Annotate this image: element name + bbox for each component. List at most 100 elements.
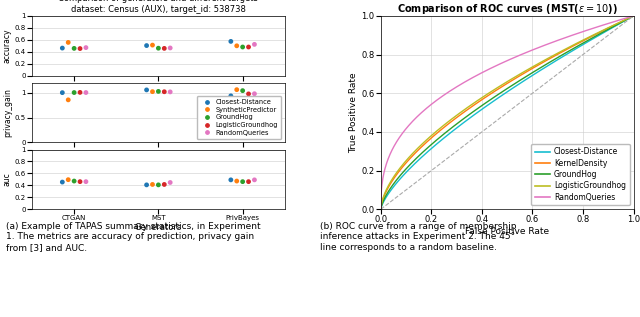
Line: LogisticGroundhog: LogisticGroundhog: [381, 16, 634, 209]
Point: [147, 182, 157, 187]
Line: KernelDensity: KernelDensity: [381, 16, 634, 209]
Point: [147, 89, 157, 94]
Point: [81, 90, 91, 95]
Point: [69, 178, 79, 184]
Point: [250, 91, 260, 96]
GroundHog: [377, 207, 385, 211]
Point: [75, 179, 85, 184]
KernelDensity: [497, 86, 505, 89]
Y-axis label: True Positive Rate: True Positive Rate: [349, 72, 358, 153]
Point: [232, 178, 242, 184]
Y-axis label: accuracy: accuracy: [3, 29, 12, 63]
RandomQueries: [584, 28, 592, 32]
Title: Comparison of generators and different targets
dataset: Census (AUX), target_id:: Comparison of generators and different t…: [58, 0, 259, 14]
LogisticGroundhog: [527, 66, 535, 69]
Closest-Distance: [514, 83, 522, 87]
KernelDensity: [584, 36, 592, 40]
Point: [63, 177, 74, 182]
Line: RandomQueries: RandomQueries: [381, 16, 634, 209]
Point: [75, 90, 85, 95]
Point: [250, 42, 260, 47]
Point: [226, 93, 236, 98]
GroundHog: [624, 17, 632, 21]
KernelDensity: [514, 75, 522, 79]
Point: [57, 90, 67, 95]
Point: [81, 45, 91, 50]
KernelDensity: [527, 67, 535, 71]
Point: [159, 182, 170, 187]
Point: [237, 44, 248, 49]
Closest-Distance: [377, 207, 385, 211]
Text: (a) Example of TAPAS summary statistics, in Experiment
1. The metrics are accura: (a) Example of TAPAS summary statistics,…: [6, 222, 261, 252]
Title: Comparison of ROC curves (MST($\varepsilon = 10$)): Comparison of ROC curves (MST($\varepsil…: [397, 2, 618, 16]
Closest-Distance: [497, 94, 505, 98]
Point: [237, 88, 248, 93]
Point: [69, 46, 79, 51]
KernelDensity: [630, 14, 637, 18]
Point: [141, 87, 152, 93]
RandomQueries: [377, 207, 385, 211]
Point: [63, 97, 74, 102]
Point: [75, 46, 85, 51]
Y-axis label: auc: auc: [3, 172, 12, 186]
Point: [165, 180, 175, 185]
Point: [153, 89, 163, 94]
GroundHog: [514, 80, 522, 84]
Point: [57, 46, 67, 51]
Point: [237, 179, 248, 184]
KernelDensity: [624, 17, 632, 21]
KernelDensity: [377, 207, 385, 211]
Line: Closest-Distance: Closest-Distance: [381, 16, 634, 209]
Point: [159, 46, 170, 51]
Point: [232, 87, 242, 92]
LogisticGroundhog: [499, 83, 506, 87]
X-axis label: False Positive Rate: False Positive Rate: [465, 227, 549, 236]
Legend: Closest-Distance, KernelDensity, GroundHog, LogisticGroundhog, RandomQueries: Closest-Distance, KernelDensity, GroundH…: [531, 144, 630, 205]
LogisticGroundhog: [624, 17, 632, 21]
Point: [57, 179, 67, 184]
Point: [250, 177, 260, 182]
Point: [243, 179, 253, 184]
Text: (b) ROC curve from a range of membership
inference attacks in Experiment 2. The : (b) ROC curve from a range of membership…: [320, 222, 516, 252]
LogisticGroundhog: [584, 36, 592, 40]
RandomQueries: [514, 54, 522, 58]
Closest-Distance: [624, 17, 632, 21]
RandomQueries: [497, 61, 505, 65]
GroundHog: [527, 71, 535, 75]
Point: [243, 91, 253, 96]
Point: [141, 182, 152, 187]
RandomQueries: [624, 16, 632, 20]
Y-axis label: privacy_gain: privacy_gain: [3, 88, 12, 137]
RandomQueries: [499, 61, 506, 65]
Point: [243, 44, 253, 49]
Point: [141, 43, 152, 48]
GroundHog: [630, 14, 637, 18]
Line: GroundHog: GroundHog: [381, 16, 634, 209]
Point: [153, 182, 163, 187]
Closest-Distance: [584, 40, 592, 43]
LogisticGroundhog: [497, 84, 505, 87]
Point: [232, 43, 242, 49]
Point: [165, 45, 175, 50]
GroundHog: [497, 91, 505, 94]
Point: [153, 46, 163, 51]
LogisticGroundhog: [514, 74, 522, 77]
Point: [147, 42, 157, 48]
Legend: Closest-Distance, SyntheticPredictor, GroundHog, LogisticGroundhog, RandomQuerie: Closest-Distance, SyntheticPredictor, Gr…: [197, 96, 282, 139]
LogisticGroundhog: [377, 207, 385, 211]
LogisticGroundhog: [630, 14, 637, 18]
Closest-Distance: [499, 93, 506, 97]
RandomQueries: [527, 49, 535, 52]
RandomQueries: [630, 14, 637, 18]
GroundHog: [499, 90, 506, 94]
Point: [165, 89, 175, 94]
Point: [159, 89, 170, 94]
X-axis label: Generators: Generators: [135, 223, 182, 232]
Point: [69, 90, 79, 95]
Point: [63, 40, 74, 45]
GroundHog: [584, 38, 592, 42]
Closest-Distance: [630, 14, 637, 18]
Point: [226, 177, 236, 182]
Point: [81, 179, 91, 184]
Point: [226, 39, 236, 44]
